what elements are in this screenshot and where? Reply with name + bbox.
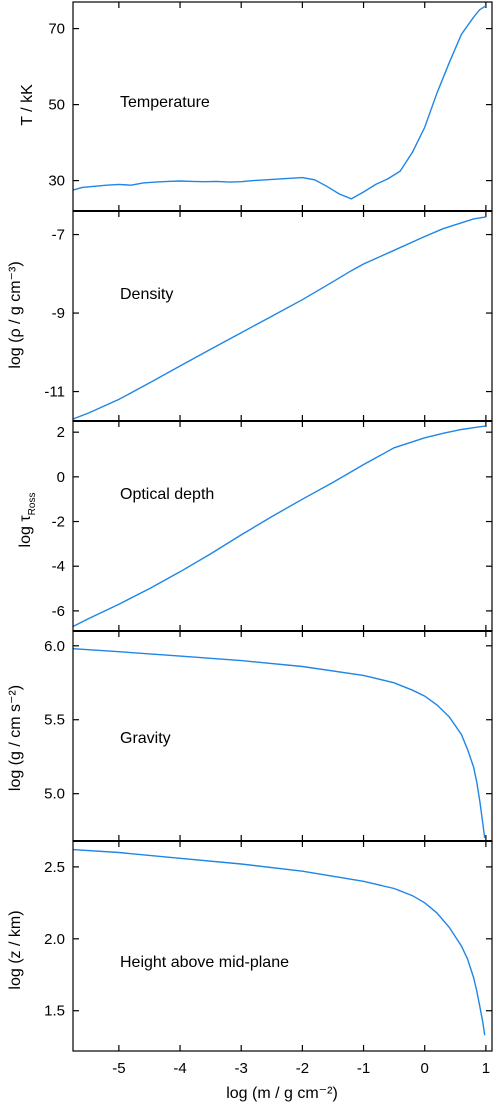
y-tick-label: 6.0: [44, 638, 65, 655]
series-line: [72, 216, 487, 420]
series-line: [72, 848, 486, 1036]
y-axis-label-sub: Ross: [27, 493, 38, 516]
y-tick-label: 70: [48, 21, 65, 38]
panel-4: 5.0 5.5 6.0 Gravity log (g / cm s⁻²): [7, 630, 493, 842]
y-tick-label: -4: [52, 558, 65, 575]
y-axis-label: log (g / cm s⁻²): [7, 685, 24, 791]
x-tick-label: 0: [421, 1060, 429, 1077]
y-tick-label: 2.0: [44, 931, 65, 948]
panel-annotation: Temperature: [120, 94, 210, 111]
panel-annotation: Density: [120, 286, 173, 303]
panel-5: 1.5 2.0 2.5 Height above mid-plane log (z / …: [7, 840, 493, 1052]
y-tick-label: -2: [52, 514, 65, 531]
y-axis-label: T / kK: [19, 84, 36, 126]
y-tick-label: 2: [57, 424, 65, 441]
panel-3: -6 -4 -2 0 2 Optical depth log τRoss: [17, 420, 493, 632]
y-tick-label: 30: [48, 173, 65, 190]
panel-frame: [72, 840, 493, 1052]
x-tick-label: -5: [112, 1060, 125, 1077]
panel-2: -11 -9 -7 Density log (ρ / g cm⁻³): [7, 210, 493, 422]
series-line: [72, 648, 486, 839]
x-tick-label: -1: [357, 1060, 370, 1077]
y-axis-label: log (z / km): [7, 910, 24, 989]
panel-annotation: Gravity: [120, 730, 171, 747]
y-tick-label: 50: [48, 97, 65, 114]
x-tick-label: -4: [173, 1060, 186, 1077]
y-tick-label: -9: [52, 305, 65, 322]
series-line: [72, 5, 487, 200]
y-tick-label: -11: [44, 384, 65, 401]
panel-1: 30 50 70 Temperature T / kK: [19, 1, 493, 212]
series-line: [72, 425, 487, 628]
x-tick-label: -2: [296, 1060, 309, 1077]
y-axis-label: log (ρ / g cm⁻³): [7, 261, 24, 368]
y-tick-label: 5.5: [44, 712, 65, 729]
x-axis-label: log (m / g cm⁻²): [226, 1085, 338, 1102]
y-axis-label: log τRoss: [17, 493, 38, 548]
y-tick-label: -6: [52, 603, 65, 620]
y-tick-label: -7: [52, 227, 65, 244]
y-tick-label: 5.0: [44, 786, 65, 803]
x-tick-label: -3: [235, 1060, 248, 1077]
panel-annotation: Height above mid-plane: [120, 954, 289, 971]
y-tick-label: 2.5: [44, 859, 65, 876]
y-axis-label-main: log τ: [17, 515, 34, 548]
x-tick-label: 1: [482, 1060, 490, 1077]
panel-annotation: Optical depth: [120, 486, 214, 503]
y-tick-label: 1.5: [44, 1003, 65, 1020]
y-tick-label: 0: [57, 469, 65, 486]
panel-frame: [72, 420, 493, 632]
